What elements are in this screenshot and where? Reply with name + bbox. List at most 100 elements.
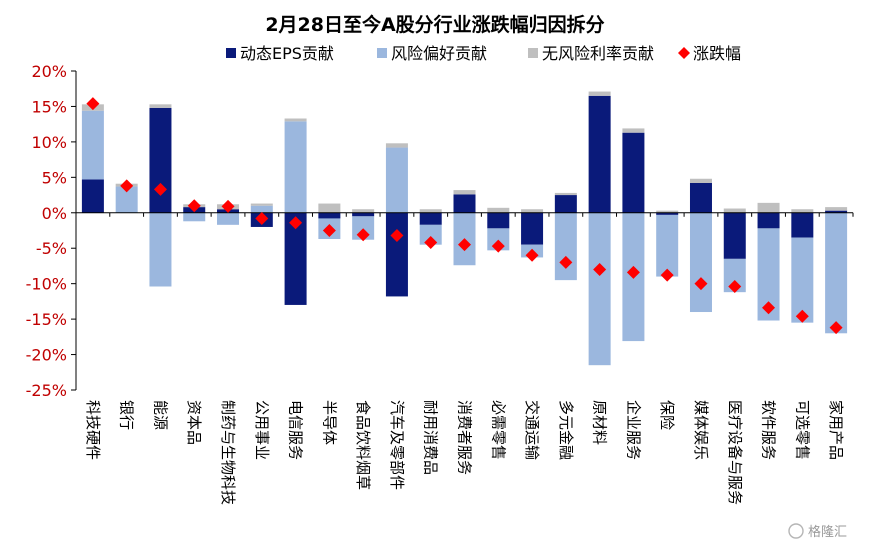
bar-s0-19 — [723, 212, 746, 259]
y-tick-label-5: 0% — [42, 204, 67, 223]
marker-18 — [694, 277, 708, 291]
marker-0 — [86, 97, 100, 111]
marker-11 — [458, 238, 471, 252]
bar-s1-10 — [419, 224, 442, 245]
y-tick-label-2: -15% — [26, 310, 67, 329]
bar-s2-18 — [689, 178, 712, 184]
bar-s0-7 — [318, 212, 341, 219]
marker-15 — [593, 262, 607, 276]
bars-group — [81, 91, 848, 366]
legend-item-1: 风险偏好贡献 — [377, 44, 487, 63]
legend-swatch-2 — [528, 48, 538, 58]
legend-label-2: 无风险利率贡献 — [542, 44, 654, 63]
legend-label-3: 涨跌幅 — [693, 44, 741, 63]
bar-s1-1 — [115, 186, 138, 213]
legend-swatch-1 — [377, 48, 387, 58]
bar-s0-8 — [352, 212, 375, 217]
marker-17 — [660, 268, 674, 282]
x-tick-label-13: 交通运输 — [523, 400, 541, 460]
bar-s1-19 — [723, 258, 746, 293]
x-tick-label-4: 制药与生物科技 — [219, 400, 237, 505]
bar-s1-21 — [791, 237, 814, 323]
bar-s0-15 — [588, 95, 611, 213]
marker-20 — [762, 301, 776, 315]
y-tick-label-6: 5% — [42, 168, 67, 187]
bar-s1-14 — [554, 212, 577, 281]
bar-s0-14 — [554, 195, 577, 213]
bar-s2-13 — [521, 209, 544, 213]
y-tick-label-1: -20% — [26, 346, 67, 365]
x-tick-label-22: 家用产品 — [827, 400, 845, 460]
legend-label-0: 动态EPS贡献 — [240, 44, 334, 63]
x-tick-label-1: 银行 — [118, 400, 136, 430]
x-tick-label-19: 医疗设备与服务 — [726, 400, 744, 505]
marker-9 — [390, 228, 404, 242]
x-tick-label-18: 媒体娱乐 — [692, 400, 710, 460]
bar-s0-6 — [284, 212, 307, 305]
bar-s1-2 — [149, 212, 172, 287]
bar-s1-9 — [385, 147, 408, 213]
x-tick-label-10: 耐用消费品 — [422, 400, 440, 475]
bar-s2-7 — [318, 203, 341, 213]
bar-s1-17 — [656, 214, 679, 277]
legend-item-2: 无风险利率贡献 — [528, 44, 654, 63]
bar-s2-17 — [656, 210, 679, 213]
marker-7 — [322, 224, 336, 237]
legend: 动态EPS贡献 风险偏好贡献 无风险利率贡献 涨跌幅 — [226, 44, 741, 63]
bar-s1-12 — [487, 228, 510, 251]
x-tick-label-21: 可选零售 — [793, 400, 811, 460]
legend-swatch-3 — [678, 47, 690, 59]
x-tick-label-3: 资本品 — [185, 400, 203, 445]
bar-s2-14 — [554, 192, 577, 196]
y-tick-label-7: 10% — [31, 133, 67, 152]
y-tick-label-9: 20% — [31, 62, 67, 81]
bar-s2-11 — [453, 190, 476, 195]
bar-s1-5 — [250, 205, 273, 213]
bar-s0-17 — [656, 212, 679, 215]
bar-s1-18 — [689, 212, 712, 313]
axes-group: -25% -20% -15% -10% -5% 0% 5% 10% 15% 20% 科技硬件 银行 能源… — [26, 62, 854, 505]
watermark-logo-icon — [788, 523, 804, 539]
bar-s0-21 — [791, 212, 814, 238]
marker-19 — [728, 280, 742, 294]
y-tick-label-0: -25% — [26, 381, 67, 400]
markers-group — [86, 97, 843, 335]
x-tick-label-0: 科技硬件 — [84, 400, 102, 460]
x-tick-label-2: 能源 — [151, 400, 169, 430]
bar-s1-4 — [217, 212, 240, 225]
bar-s0-12 — [487, 212, 510, 229]
bar-s0-9 — [385, 212, 408, 297]
marker-21 — [795, 309, 809, 323]
bar-s0-22 — [825, 210, 848, 213]
marker-10 — [424, 236, 438, 250]
marker-5 — [255, 211, 269, 225]
x-tick-label-15: 原材料 — [591, 400, 609, 445]
bar-s2-22 — [825, 207, 848, 211]
bar-s2-20 — [757, 202, 780, 213]
x-tick-label-16: 企业服务 — [624, 400, 642, 460]
y-tick-label-4: -5% — [36, 239, 67, 258]
x-tick-label-6: 电信服务 — [287, 400, 305, 460]
x-tick-label-17: 保险 — [658, 400, 676, 430]
marker-8 — [356, 228, 370, 242]
x-tick-label-20: 软件服务 — [760, 400, 778, 460]
legend-swatch-0 — [226, 48, 236, 58]
marker-6 — [289, 216, 303, 230]
bar-s0-10 — [419, 212, 442, 225]
marker-12 — [491, 239, 505, 253]
bar-s0-13 — [521, 212, 544, 245]
bar-s0-16 — [622, 132, 645, 213]
bar-s2-5 — [250, 203, 273, 206]
chart-title: 2月28日至今A股分行业涨跌幅归因拆分 — [265, 13, 604, 36]
legend-item-3: 涨跌幅 — [678, 44, 741, 63]
marker-1 — [120, 179, 134, 193]
bar-s1-6 — [284, 121, 307, 213]
bar-s2-21 — [791, 209, 814, 213]
x-tick-label-11: 消费者服务 — [456, 400, 474, 475]
bar-s2-15 — [588, 91, 611, 96]
bar-s2-19 — [723, 208, 746, 213]
x-tick-label-5: 公用事业 — [253, 400, 271, 460]
legend-item-0: 动态EPS贡献 — [226, 44, 334, 63]
bar-s0-11 — [453, 194, 476, 213]
